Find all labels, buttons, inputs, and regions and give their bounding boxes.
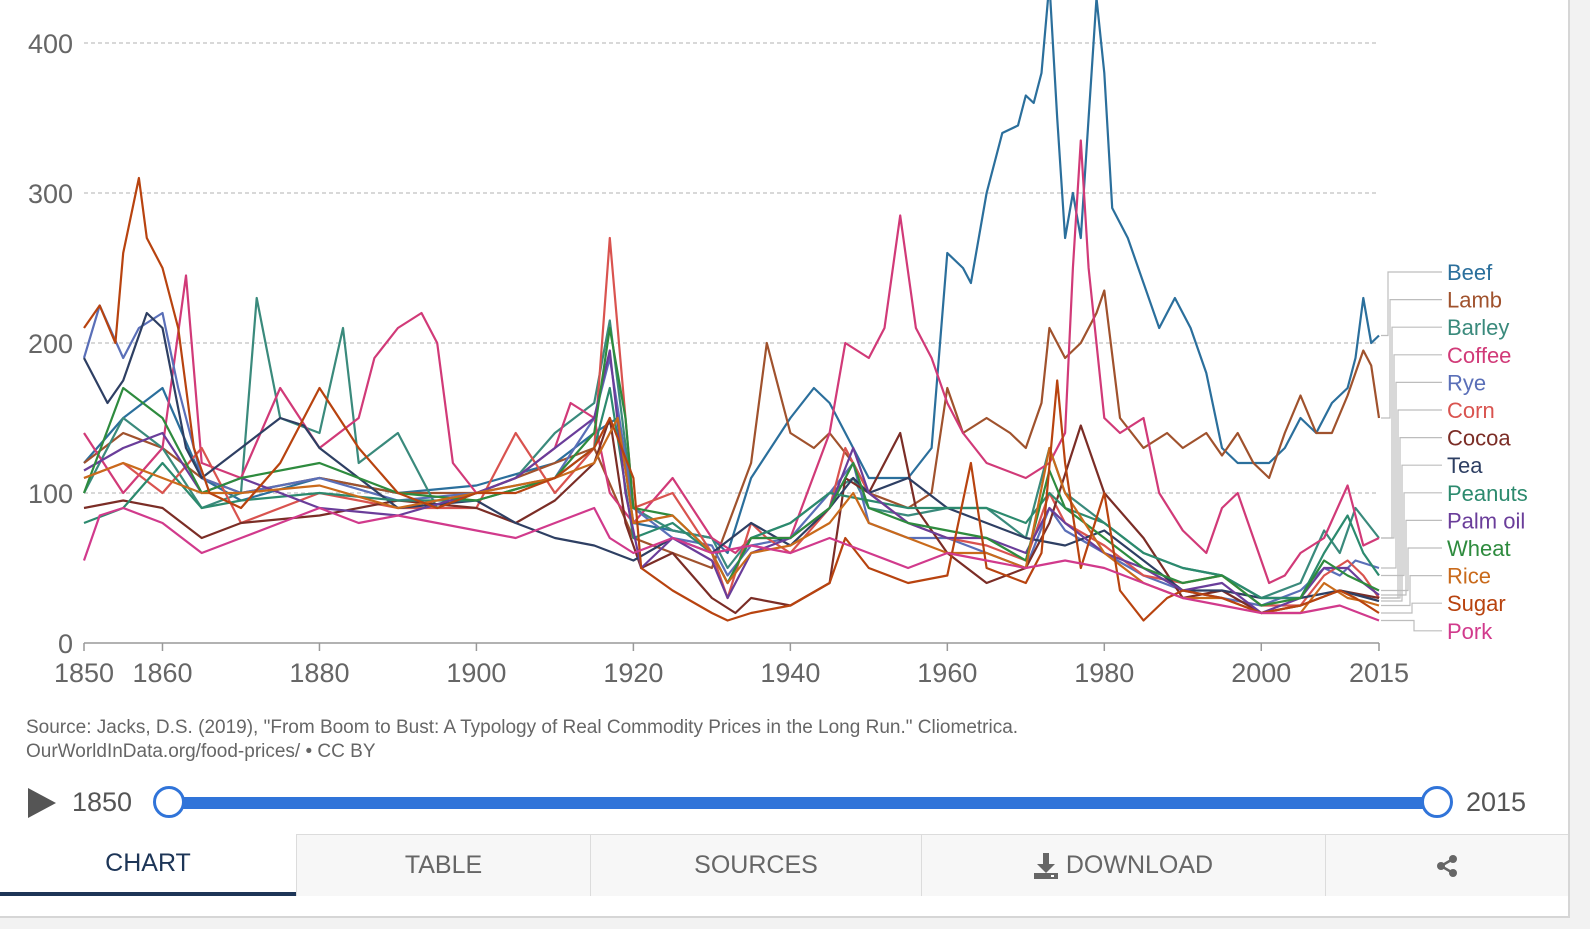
legend-label[interactable]: Sugar bbox=[1447, 591, 1506, 616]
y-tick-label: 100 bbox=[28, 479, 73, 509]
line-chart: 0 100 200 300 400 1850 1860 1880 1900 1920 1940 196… bbox=[28, 0, 1528, 688]
legend-connector bbox=[1381, 464, 1442, 602]
legend-label[interactable]: Cocoa bbox=[1447, 426, 1511, 451]
legend-label[interactable]: Palm oil bbox=[1447, 508, 1525, 533]
chart-frame: 0 100 200 300 400 1850 1860 1880 1900 1920 1940 196… bbox=[0, 0, 1570, 918]
legend-connector bbox=[1381, 519, 1442, 596]
series-line-pork[interactable] bbox=[82, 506, 1380, 622]
tab-share[interactable] bbox=[1325, 834, 1568, 896]
legend-label[interactable]: Rice bbox=[1447, 564, 1491, 589]
x-tick-label: 1920 bbox=[603, 658, 663, 688]
y-tick-label: 0 bbox=[58, 629, 73, 659]
x-tick-label: 2000 bbox=[1231, 658, 1291, 688]
x-tick-label: 1900 bbox=[446, 658, 506, 688]
x-tick-label: 1940 bbox=[760, 658, 820, 688]
series-line-coffee[interactable] bbox=[83, 139, 1380, 585]
series-line-lamb[interactable] bbox=[83, 289, 1381, 570]
series-line-tea[interactable] bbox=[83, 311, 1380, 603]
source-url[interactable]: OurWorldInData.org/food-prices/ • CC BY bbox=[26, 741, 376, 762]
series-line-sugar[interactable] bbox=[83, 176, 1380, 622]
legend-label[interactable]: Pork bbox=[1447, 619, 1493, 644]
legend-connector bbox=[1381, 354, 1442, 539]
legend-label[interactable]: Wheat bbox=[1447, 536, 1511, 561]
legend-connector bbox=[1381, 381, 1442, 569]
legend-label[interactable]: Corn bbox=[1447, 398, 1495, 423]
timeline-start-handle[interactable] bbox=[153, 786, 185, 818]
tab-sources[interactable]: SOURCES bbox=[590, 834, 921, 896]
y-tick-label: 400 bbox=[28, 29, 73, 59]
legend-connector bbox=[1381, 619, 1442, 632]
share-icon bbox=[1437, 854, 1457, 877]
play-icon bbox=[28, 788, 56, 818]
legend-connector bbox=[1381, 437, 1442, 599]
timeline-end-handle[interactable] bbox=[1421, 786, 1453, 818]
tab-chart[interactable]: CHART bbox=[0, 834, 296, 896]
x-tick-label: 2015 bbox=[1349, 658, 1409, 688]
tab-chart-label: CHART bbox=[105, 848, 191, 877]
tab-download[interactable]: DOWNLOAD bbox=[921, 834, 1325, 896]
x-tick-label: 1880 bbox=[289, 658, 349, 688]
legend-label[interactable]: Tea bbox=[1447, 453, 1483, 478]
legend-connector bbox=[1381, 547, 1442, 592]
tab-sources-label: SOURCES bbox=[694, 851, 818, 879]
legend-connector bbox=[1381, 602, 1442, 614]
series-line-beef[interactable] bbox=[83, 0, 1380, 555]
timeline-end-label: 2015 bbox=[1466, 787, 1527, 817]
x-tick-label: 1980 bbox=[1074, 658, 1134, 688]
tab-table-label: TABLE bbox=[404, 851, 483, 879]
source-note: Source: Jacks, D.S. (2019), "From Boom t… bbox=[26, 716, 1018, 764]
tab-table[interactable]: TABLE bbox=[296, 834, 590, 896]
tab-download-label: DOWNLOAD bbox=[1065, 851, 1214, 879]
legend-label[interactable]: Lamb bbox=[1447, 288, 1502, 313]
source-citation: Source: Jacks, D.S. (2019), "From Boom t… bbox=[26, 717, 1019, 738]
download-icon bbox=[1033, 852, 1058, 879]
axes: 0 100 200 300 400 1850 1860 1880 1900 1920 1940 196… bbox=[28, 29, 1409, 688]
series-lines bbox=[82, 0, 1381, 622]
legend-connector bbox=[1381, 574, 1442, 607]
x-tick-label: 1850 bbox=[54, 658, 114, 688]
series-line-rye[interactable] bbox=[82, 304, 1380, 607]
legend-label[interactable]: Peanuts bbox=[1447, 481, 1528, 506]
x-tick-label: 1960 bbox=[917, 658, 977, 688]
y-tick-label: 300 bbox=[28, 179, 73, 209]
legend-connector bbox=[1381, 271, 1442, 337]
legend-label[interactable]: Coffee bbox=[1447, 343, 1511, 368]
timeline-start-label: 1850 bbox=[72, 787, 133, 817]
play-button[interactable] bbox=[28, 788, 56, 818]
legend-label[interactable]: Barley bbox=[1447, 315, 1509, 340]
legend-label[interactable]: Rye bbox=[1447, 370, 1486, 395]
legend-connector bbox=[1381, 299, 1442, 419]
grid-lines bbox=[84, 42, 1379, 494]
x-tick-label: 1860 bbox=[132, 658, 192, 688]
timeline-slider: 1850 2015 bbox=[0, 778, 1568, 828]
y-tick-label: 200 bbox=[28, 329, 73, 359]
legend-label[interactable]: Beef bbox=[1447, 260, 1493, 285]
legend-connector bbox=[1381, 492, 1442, 577]
timeline-track[interactable] bbox=[167, 797, 1435, 809]
series-line-peanuts[interactable] bbox=[83, 386, 1380, 600]
tab-bar: CHART TABLE SOURCES DOWNLOAD bbox=[0, 834, 1568, 896]
